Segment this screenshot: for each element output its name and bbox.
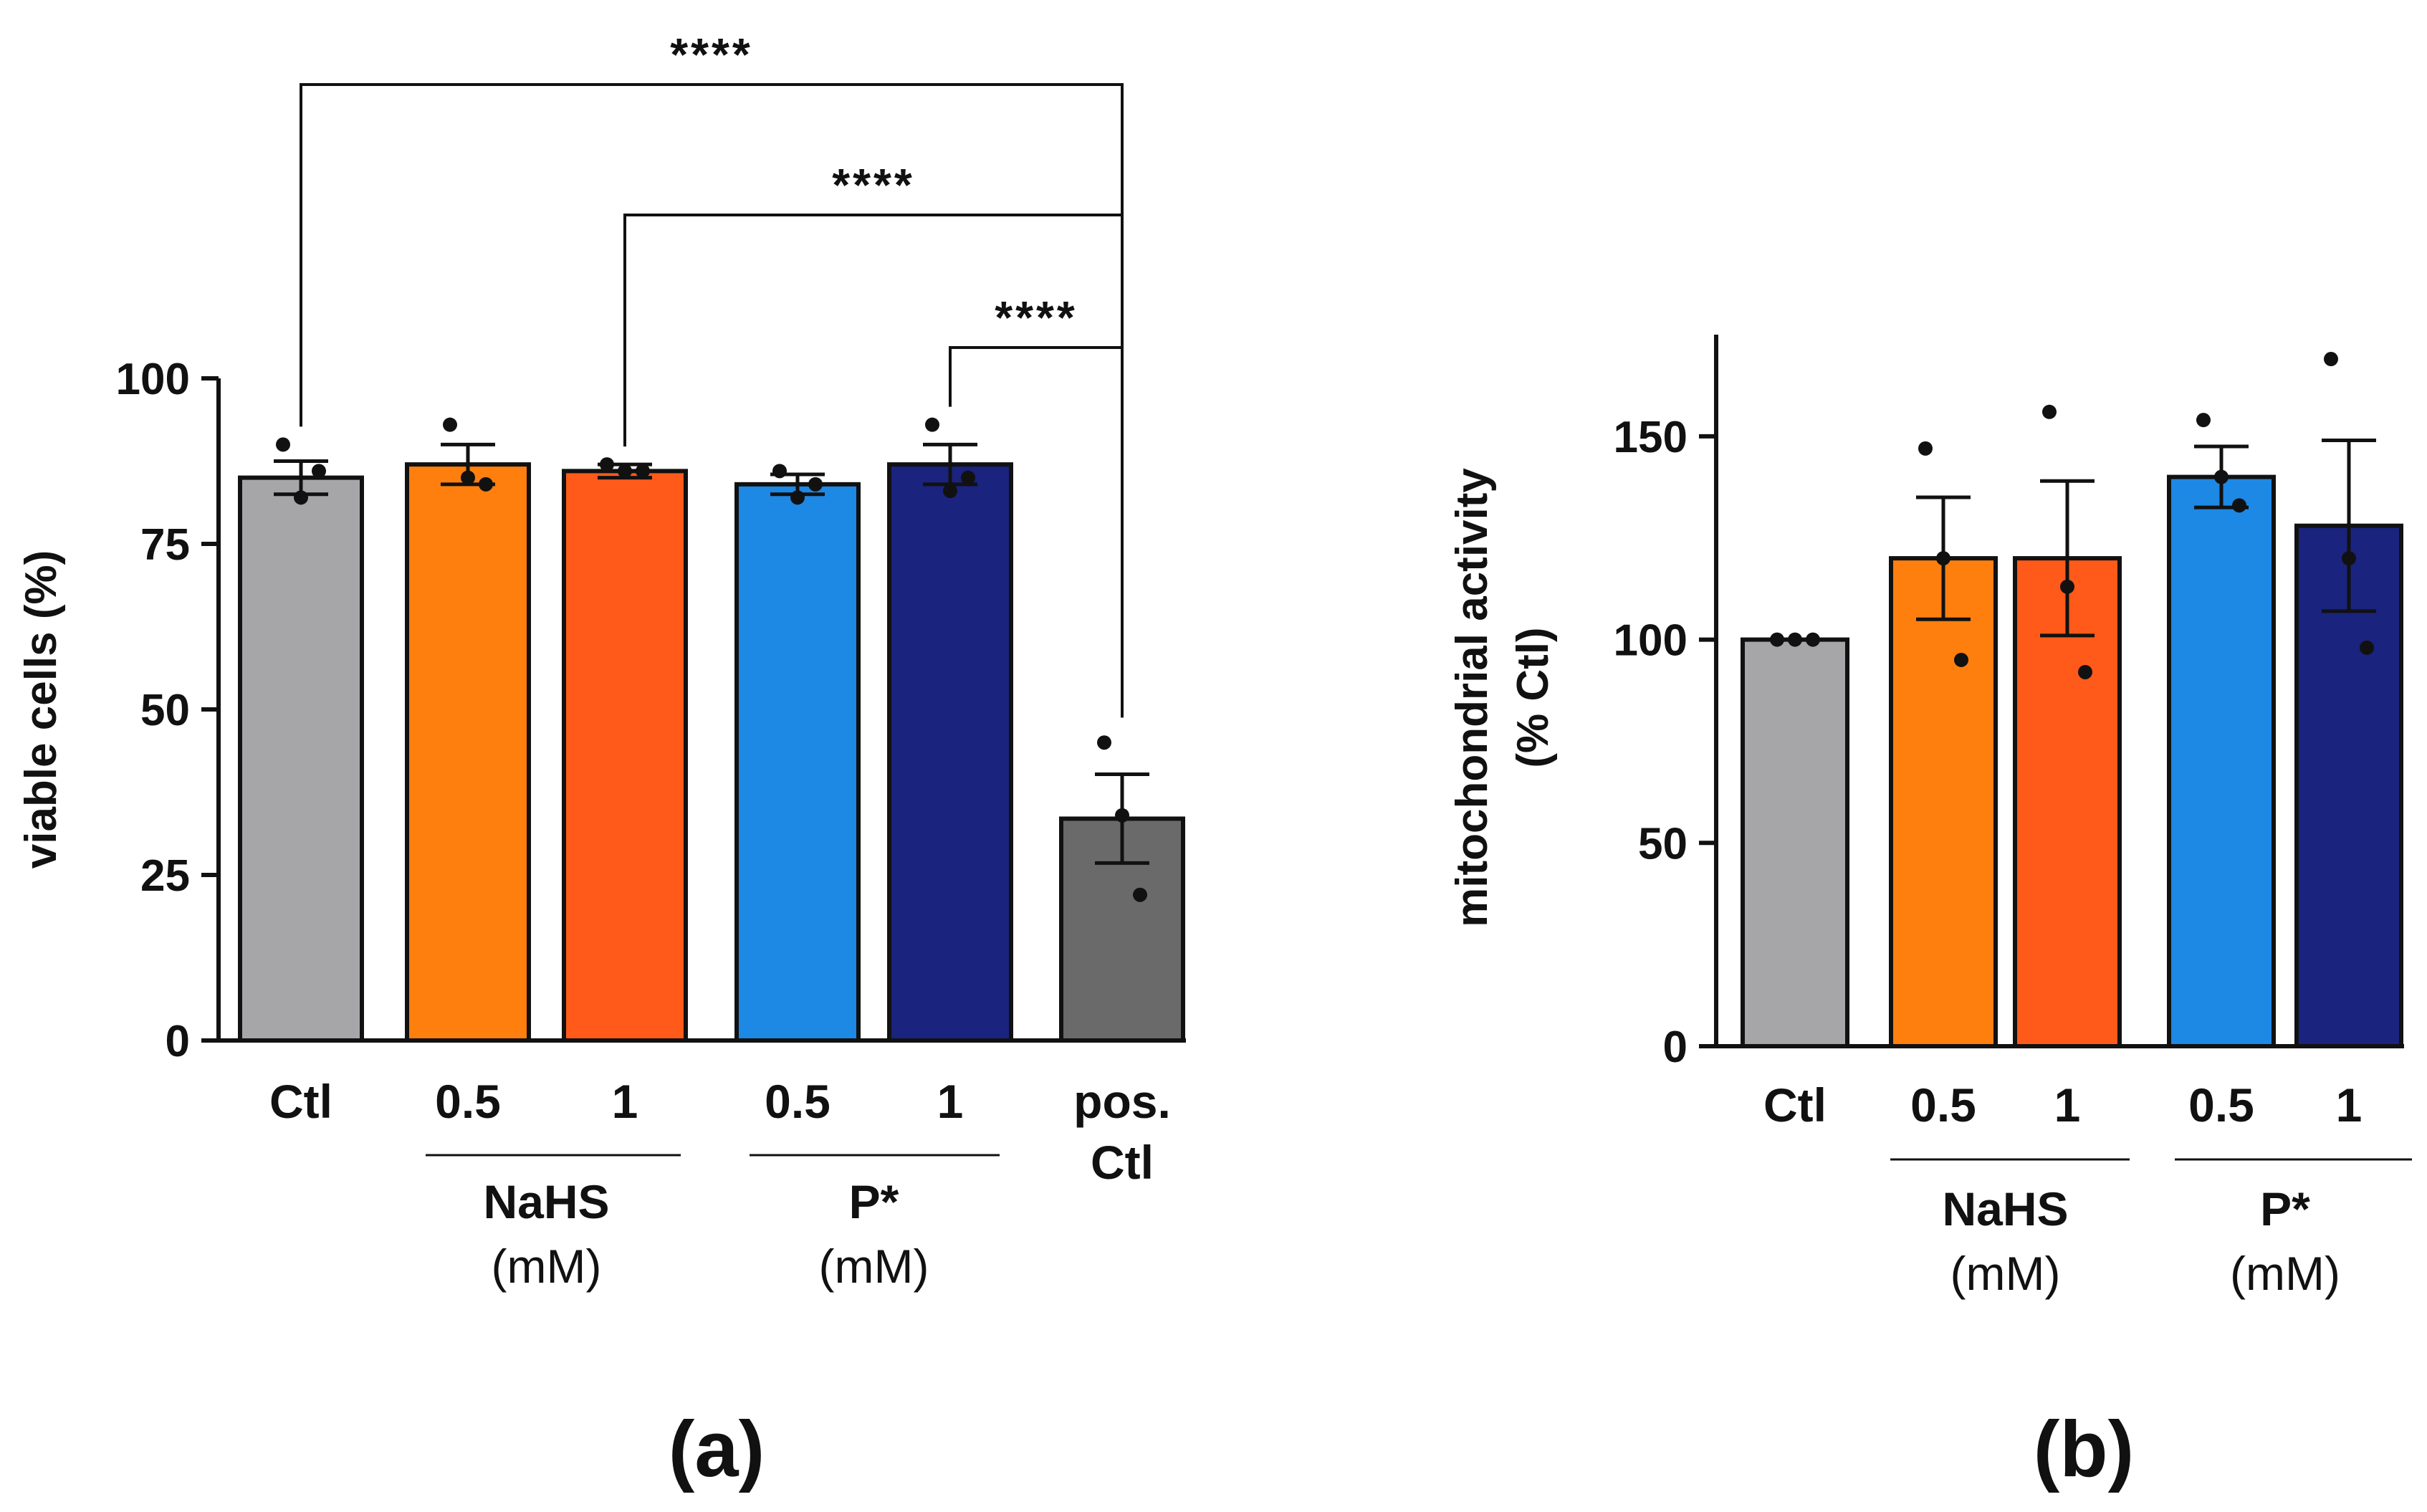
data-point (2214, 469, 2229, 484)
x-tick-label: 1 (937, 1075, 964, 1128)
y-tick-label: 0 (1663, 1023, 1688, 1072)
y-axis-title-line2: (% Ctl) (1508, 627, 1558, 767)
y-axis-title: mitochondrial activity (1447, 468, 1497, 927)
y-axis-title: viable cells (%) (16, 550, 66, 869)
significance-label: **** (995, 292, 1078, 343)
bar (2013, 556, 2122, 1048)
data-point (636, 464, 650, 479)
x-tick-label: 1 (612, 1075, 638, 1128)
data-point (1806, 632, 1820, 647)
group-unit: (mM) (492, 1240, 602, 1293)
data-point (961, 470, 975, 485)
y-tick-label: 25 (140, 851, 190, 901)
data-point (2360, 640, 2374, 655)
panel-a-chart: Ctl 0.5 1 0.5 1 pos. Ctl 0 25 50 75 100 viable cells… (16, 29, 1186, 1493)
x-tick-label: Ctl (1763, 1078, 1827, 1131)
x-tick-label: 0.5 (435, 1075, 501, 1128)
x-tick-label: 0.5 (1910, 1078, 1976, 1131)
data-point (925, 417, 939, 432)
y-tick-label: 100 (116, 355, 190, 404)
data-point (1936, 551, 1950, 566)
data-point (1918, 441, 1933, 456)
data-point (790, 490, 805, 505)
y-tick-label: 50 (140, 686, 190, 735)
data-point (1770, 632, 1784, 647)
data-point (1097, 735, 1111, 750)
x-tick-label: 1 (2336, 1078, 2363, 1131)
data-point (2078, 664, 2092, 679)
panel-b-chart: Ctl 0.5 1 0.5 1 0 50 100 150 mitochondrial activi… (1447, 335, 2412, 1493)
y-tick-label: 150 (1614, 413, 1688, 462)
data-point (2342, 551, 2356, 566)
y-tick-label: 100 (1614, 616, 1688, 666)
data-point (2196, 413, 2211, 428)
data-point (443, 417, 457, 432)
data-point (2060, 579, 2074, 594)
significance-label: **** (832, 159, 915, 211)
y-tick-label: 0 (166, 1017, 190, 1066)
data-point (772, 464, 787, 479)
x-tick-label: 1 (2054, 1078, 2081, 1131)
bar (1741, 637, 1849, 1048)
data-point (276, 437, 290, 452)
panel-label: (b) (2034, 1405, 2134, 1493)
group-name: P* (849, 1175, 899, 1228)
data-point (808, 477, 823, 492)
group-name: NaHS (1942, 1182, 2068, 1235)
x-tick-label: Ctl (269, 1075, 332, 1128)
significance-label: **** (670, 29, 753, 80)
data-point (461, 470, 475, 485)
group-unit: (mM) (819, 1240, 929, 1293)
data-point (312, 464, 326, 479)
x-tick-label: 0.5 (2188, 1078, 2254, 1131)
data-point (294, 490, 308, 505)
group-name: NaHS (483, 1175, 609, 1228)
data-point (2232, 498, 2246, 513)
data-point (479, 477, 493, 492)
bar (405, 462, 531, 1043)
x-tick-label-line2: Ctl (1091, 1136, 1154, 1189)
bar (562, 469, 688, 1043)
x-tick-label: 0.5 (765, 1075, 830, 1128)
data-point (618, 464, 632, 479)
data-point (1954, 652, 1968, 667)
y-tick-label: 50 (1638, 819, 1688, 869)
x-tick-label: pos. (1073, 1075, 1171, 1128)
bar (887, 462, 1013, 1043)
data-point (1133, 887, 1147, 902)
bar (238, 475, 364, 1043)
data-point (1115, 808, 1129, 823)
data-point (1788, 632, 1802, 647)
significance-bracket (623, 214, 1124, 718)
data-point (600, 457, 614, 472)
data-point (2324, 352, 2338, 367)
significance-bracket (949, 346, 1124, 718)
group-unit: (mM) (1950, 1247, 2061, 1300)
bar (734, 482, 861, 1043)
y-tick-label: 75 (140, 520, 190, 570)
data-point (2042, 404, 2057, 419)
group-unit: (mM) (2230, 1247, 2340, 1300)
bar (2167, 474, 2276, 1048)
bar (1889, 556, 1998, 1048)
data-point (943, 484, 957, 499)
group-name: P* (2260, 1182, 2310, 1235)
panel-label: (a) (669, 1405, 765, 1493)
